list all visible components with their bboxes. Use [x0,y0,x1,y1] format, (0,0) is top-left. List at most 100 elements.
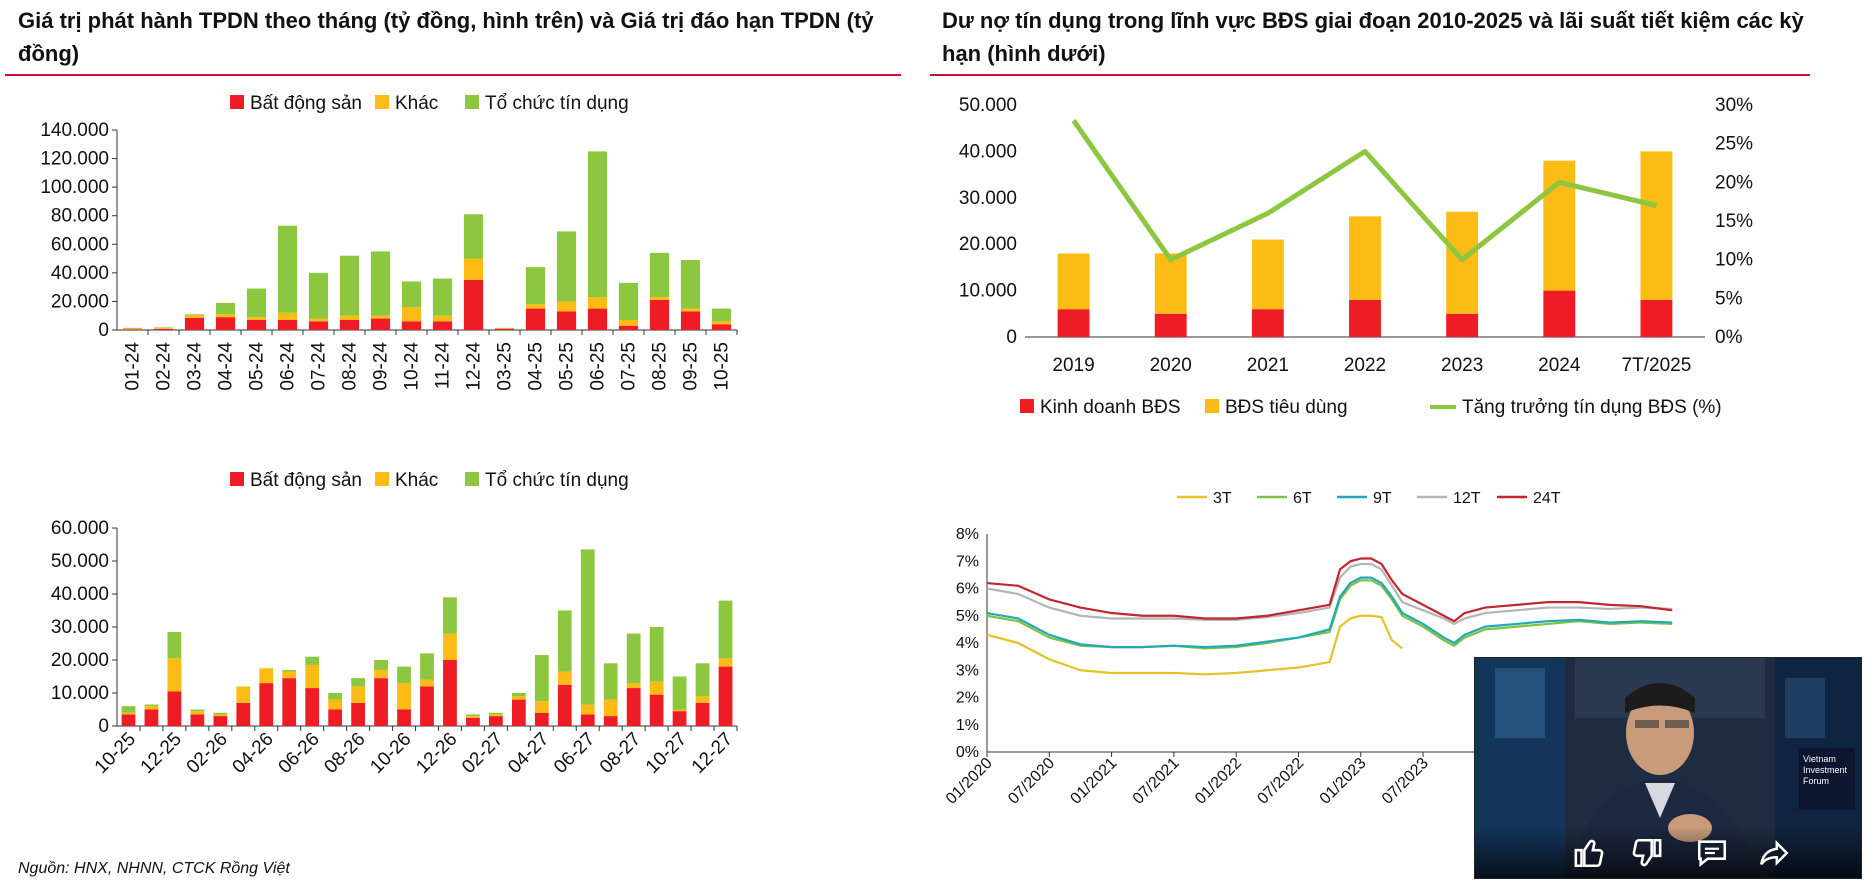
bar-segment [374,660,388,670]
bar-segment [153,328,174,330]
bar-segment [1640,299,1673,337]
bar-segment [466,717,480,726]
source-note: Nguồn: HNX, NHNN, CTCK Rồng Việt [18,860,290,877]
bar-segment [603,699,618,717]
bar-segment [213,714,228,717]
legend-swatch [230,472,244,486]
bar-segment [305,664,320,689]
bar-segment [680,311,701,330]
bar-segment [401,281,422,308]
legend-label: BĐS tiêu dùng [1225,397,1348,418]
bar-segment [144,709,159,726]
bar-segment [246,320,267,330]
bar-segment [305,688,320,726]
bar-segment [580,704,595,715]
bar-segment [1154,253,1187,314]
bar-segment [463,280,484,330]
bar-segment [122,329,143,330]
bar-segment [649,252,670,298]
bar-segment [494,328,515,330]
right-panel-title: Dư nợ tín dụng trong lĩnh vực BĐS giai đ… [942,8,1804,66]
y-tick-label: 20.000 [959,234,1017,255]
bar-segment [511,693,526,697]
legend-label: Tăng trưởng tín dụng BĐS (%) [1462,397,1722,418]
y2-tick-label: 0% [1715,327,1743,348]
bar-segment [718,600,733,659]
rates-chart: 0%1%2%3%4%5%6%7%8%01/2020 07/2020 01/2021 0… [943,490,1693,808]
x-tick-label: 01/2021 [1067,755,1120,808]
bar-segment [511,696,526,700]
bar-segment [695,702,710,726]
left-panel-title: Giá trị phát hành TPDN theo tháng (tỷ đồ… [18,8,874,66]
bar-segment [190,709,205,712]
bar-segment [1446,313,1479,337]
legend-label: Bất động sản [250,93,362,114]
bar-segment [153,327,174,329]
bar-segment [236,702,251,726]
bar-segment [370,318,391,330]
y2-tick-label: 10% [1715,250,1753,271]
legend-label: Tổ chức tín dụng [485,470,629,491]
bar-segment [328,709,343,726]
x-tick-label: 2023 [1441,355,1483,376]
y-tick-label: 7% [956,553,979,570]
bar-segment [190,711,205,715]
bar-segment [587,151,608,298]
rate-line-9t [986,576,1673,649]
y-tick-label: 80.000 [51,206,109,227]
x-tick-label: 2021 [1247,355,1289,376]
bar-segment [144,706,159,710]
x-tick-label: 01/2022 [1192,755,1245,808]
bar-segment [339,315,360,320]
bar-segment [167,631,182,659]
x-tick-label: 2019 [1052,355,1094,376]
legend-label: Khác [395,470,438,491]
bar-segment [525,267,546,305]
bar-segment [603,663,618,700]
bar-segment [672,676,687,710]
bar-segment [672,711,687,726]
thumbs-down-icon[interactable] [1629,836,1663,870]
x-tick-label: 04-25 [526,342,547,391]
bar-segment [432,278,453,316]
share-icon[interactable] [1757,836,1791,870]
thumbs-up-icon[interactable] [1573,836,1607,870]
bar-segment [556,231,577,302]
y-tick-label: 20.000 [51,650,109,671]
bar-segment [121,706,136,713]
left-title-rule [5,74,901,76]
credit-growth-line [1071,119,1658,263]
bar-segment [649,300,670,330]
x-tick-label: 03-25 [495,342,516,391]
bar-segment [587,308,608,330]
bar-segment [626,683,641,689]
bar-segment [1543,290,1576,337]
x-tick-label: 2022 [1344,355,1386,376]
bar-segment [420,679,434,687]
x-tick-label: 04-26 [229,729,278,778]
bar-segment [1349,216,1381,300]
video-overlay[interactable]: Vietnam Investment Forum [1474,657,1862,879]
bar-segment [308,321,329,330]
x-tick-label: 05-24 [247,342,268,391]
x-tick-label: 05-25 [557,342,578,391]
y-tick-label: 5% [956,608,979,625]
x-tick-label: 07-24 [309,342,330,391]
x-tick-label: 07/2022 [1254,755,1307,808]
bar-segment [463,214,484,259]
bar-segment [121,714,136,726]
bar-segment [525,308,546,330]
y-tick-label: 120.000 [40,149,109,170]
forum-logo: Vietnam Investment Forum [1799,748,1855,810]
bar-segment [277,225,298,313]
bar-segment [190,714,205,726]
bar-segment [308,318,329,322]
bar-segment [432,315,453,322]
comment-icon[interactable] [1695,836,1729,870]
bar-segment [144,704,159,707]
y-tick-label: 10.000 [959,281,1017,302]
bar-segment [215,314,236,318]
x-tick-label: 02-27 [458,729,507,778]
legend-label: 6T [1293,490,1312,507]
legend-swatch [1205,399,1219,413]
